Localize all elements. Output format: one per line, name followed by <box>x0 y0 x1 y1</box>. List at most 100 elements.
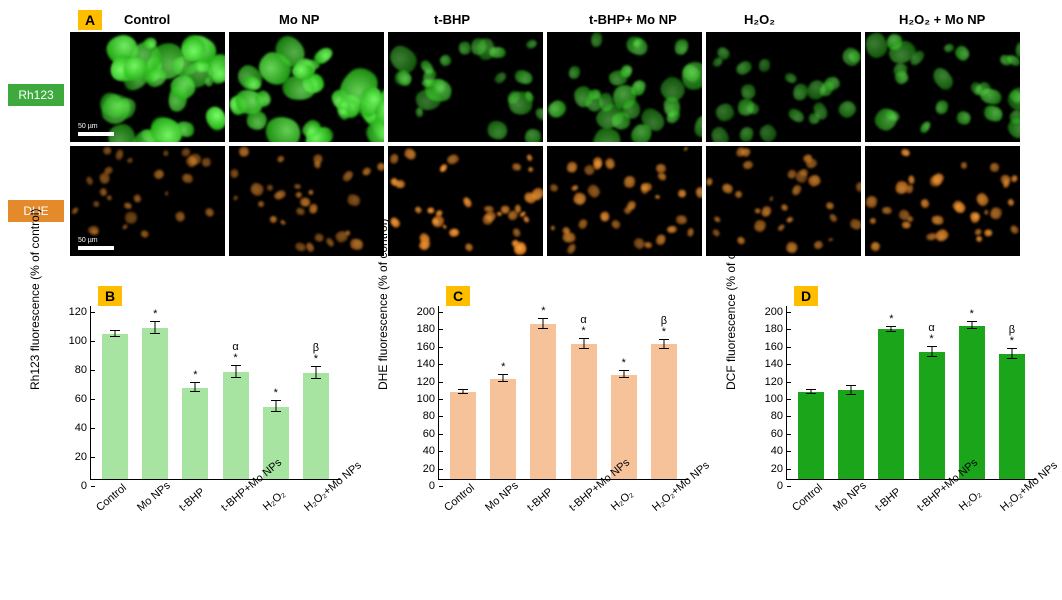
ytick: 60 <box>399 428 439 440</box>
chart-c: C DHE fluorescence (% of control) 020406… <box>368 290 698 590</box>
ytick: 140 <box>747 358 787 370</box>
xlabel: t-BHP <box>525 488 553 514</box>
bar: β* <box>999 354 1025 479</box>
column-header: t-BHP+ Mo NP <box>583 12 738 27</box>
xlabel: H₂O₂+Mo NPs <box>998 488 1026 514</box>
micrograph <box>388 146 543 256</box>
bar: * <box>182 388 208 479</box>
bars-group: *α**β* <box>787 306 1036 479</box>
ytick: 0 <box>399 480 439 492</box>
ytick: 160 <box>747 341 787 353</box>
chart-b-ylabel: Rh123 fluorescence (% of control) <box>28 209 42 390</box>
bar: * <box>490 379 516 479</box>
ytick: 180 <box>747 323 787 335</box>
significance-marker: * <box>541 306 545 317</box>
ytick: 80 <box>399 410 439 422</box>
bar: α* <box>223 372 249 479</box>
bar: α* <box>571 344 597 479</box>
micrograph <box>229 146 384 256</box>
micrograph <box>706 32 861 142</box>
scalebar <box>78 246 114 250</box>
chart-b-plotarea: 020406080100120**α**β* <box>90 306 340 480</box>
chart-d-xlabels: ControlMo NPst-BHPt-BHP+Mo NPsH₂O₂H₂O₂+M… <box>786 482 1036 494</box>
row-label-rh123: Rh123 <box>8 84 64 106</box>
bar <box>102 334 128 479</box>
column-header: H₂O₂ + Mo NP <box>893 12 1048 27</box>
column-header: H₂O₂ <box>738 12 893 27</box>
bar: α* <box>919 352 945 479</box>
ytick: 120 <box>747 376 787 388</box>
bar: * <box>530 324 556 479</box>
ytick: 100 <box>51 335 91 347</box>
chart-c-badge: C <box>446 286 470 306</box>
column-header: t-BHP <box>428 12 583 27</box>
micrograph <box>547 146 702 256</box>
xlabel: Control <box>790 488 818 514</box>
ytick: 0 <box>747 480 787 492</box>
column-header: Mo NP <box>273 12 428 27</box>
bar: β* <box>651 344 677 479</box>
bar <box>798 392 824 479</box>
ytick: 80 <box>747 410 787 422</box>
ytick: 100 <box>747 393 787 405</box>
significance-marker: β* <box>313 343 319 365</box>
micrograph <box>865 32 1020 142</box>
significance-marker: * <box>193 370 197 381</box>
bar <box>450 392 476 479</box>
chart-c-xlabels: ControlMo NPst-BHPt-BHP+Mo NPsH₂O₂H₂O₂+M… <box>438 482 688 494</box>
ytick: 200 <box>747 306 787 318</box>
bar: * <box>142 328 168 479</box>
xlabel: t-BHP <box>873 488 901 514</box>
scalebar-label: 50 µm <box>78 123 98 130</box>
significance-marker: α* <box>232 342 238 364</box>
xlabel: H₂O₂+Mo NPs <box>650 488 678 514</box>
ytick: 120 <box>399 376 439 388</box>
xlabel: t-BHP+Mo NPs <box>567 488 595 514</box>
ytick: 200 <box>399 306 439 318</box>
ytick: 0 <box>51 480 91 492</box>
micrograph: 50 µm <box>70 32 225 142</box>
micrograph <box>865 146 1020 256</box>
micrograph <box>547 32 702 142</box>
ytick: 40 <box>747 445 787 457</box>
significance-marker: α* <box>580 315 586 337</box>
bar <box>838 390 864 479</box>
xlabel: Control <box>442 488 470 514</box>
ytick: 80 <box>51 364 91 376</box>
bar: * <box>878 329 904 479</box>
significance-marker: β* <box>1009 325 1015 347</box>
xlabel: Control <box>94 488 122 514</box>
chart-b-badge: B <box>98 286 122 306</box>
column-header: Control <box>118 12 273 27</box>
significance-marker: * <box>889 314 893 325</box>
significance-marker: β* <box>661 316 667 338</box>
xlabel: t-BHP+Mo NPs <box>219 488 247 514</box>
chart-d: D DCF fluorescence (% of control) 020406… <box>716 290 1046 590</box>
bars-group: **α**β* <box>91 306 340 479</box>
ytick: 140 <box>399 358 439 370</box>
chart-d-badge: D <box>794 286 818 306</box>
ytick: 120 <box>51 306 91 318</box>
significance-marker: * <box>501 362 505 373</box>
chart-d-ylabel: DCF fluorescence (% of control) <box>724 219 738 390</box>
panel-a-badge: A <box>78 10 102 30</box>
significance-marker: * <box>274 388 278 399</box>
xlabel: H₂O₂ <box>609 488 637 514</box>
chart-c-plotarea: 020406080100120140160180200**α**β* <box>438 306 688 480</box>
chart-d-plotarea: 020406080100120140160180200*α**β* <box>786 306 1036 480</box>
ytick: 20 <box>399 463 439 475</box>
ytick: 180 <box>399 323 439 335</box>
ytick: 20 <box>51 451 91 463</box>
xlabel: H₂O₂ <box>261 488 289 514</box>
significance-marker: * <box>970 309 974 320</box>
significance-marker: α* <box>928 323 934 345</box>
xlabel: Mo NPs <box>484 488 512 514</box>
scalebar-label: 50 µm <box>78 237 98 244</box>
bars-group: **α**β* <box>439 306 688 479</box>
xlabel: Mo NPs <box>832 488 860 514</box>
ytick: 40 <box>51 422 91 434</box>
xlabel: t-BHP <box>177 488 205 514</box>
significance-marker: * <box>622 358 626 369</box>
figure-root: A ControlMo NPt-BHPt-BHP+ Mo NPH₂O₂H₂O₂ … <box>0 0 1062 600</box>
ytick: 60 <box>51 393 91 405</box>
